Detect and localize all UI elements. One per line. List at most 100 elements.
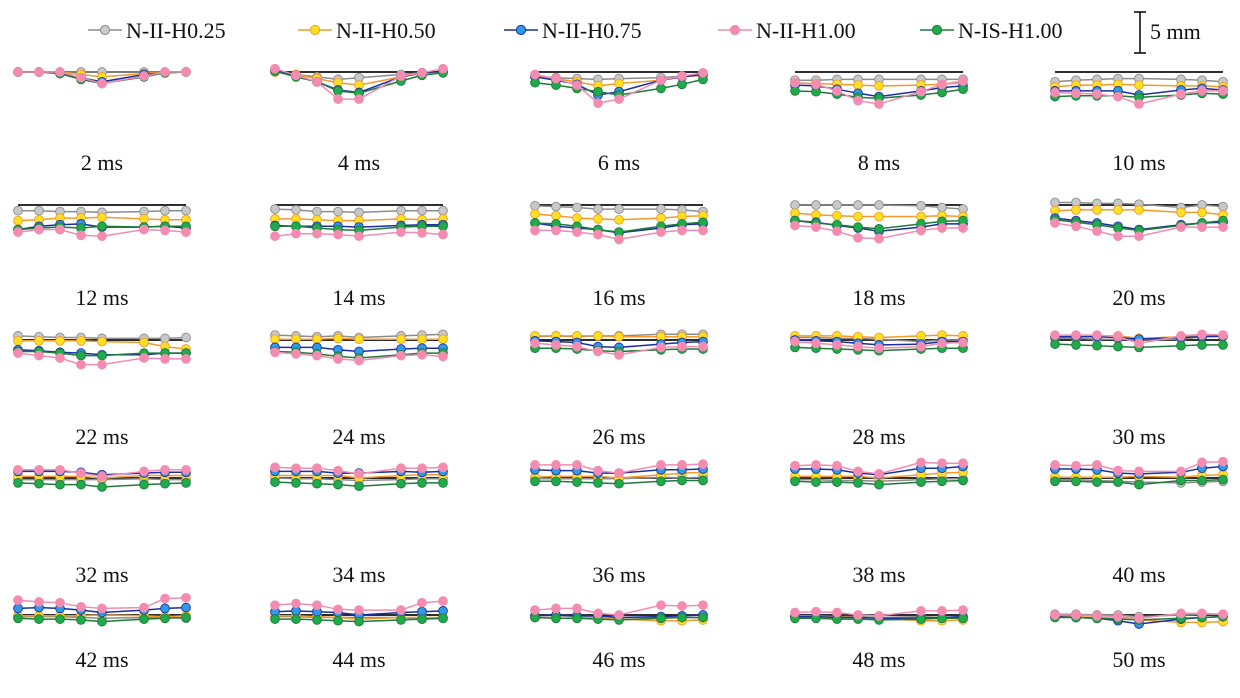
data-point-s4 xyxy=(97,471,107,482)
data-point-s4 xyxy=(1176,222,1186,232)
data-point-s4 xyxy=(853,232,863,243)
data-point-s4 xyxy=(1092,89,1102,99)
data-point-s4 xyxy=(551,340,561,350)
data-point-s4 xyxy=(1218,330,1228,340)
data-point-s2 xyxy=(530,209,540,219)
data-point-s4 xyxy=(656,460,666,470)
data-point-s4 xyxy=(291,463,301,474)
data-point-s4 xyxy=(677,601,687,611)
data-point-s4 xyxy=(1218,222,1228,232)
data-point-s4 xyxy=(417,597,427,608)
data-point-s4 xyxy=(1134,231,1144,242)
data-point-s4 xyxy=(417,228,427,238)
data-point-s4 xyxy=(396,605,406,615)
data-point-s5 xyxy=(139,479,149,490)
data-point-s1 xyxy=(874,200,884,210)
data-point-s1 xyxy=(790,200,800,210)
data-point-s2 xyxy=(13,335,23,346)
data-point-s4 xyxy=(551,73,561,84)
data-point-s4 xyxy=(1092,330,1102,340)
data-point-s4 xyxy=(34,67,44,77)
data-point-s4 xyxy=(614,349,624,360)
data-point-s4 xyxy=(853,466,863,477)
data-point-s4 xyxy=(790,77,800,88)
data-point-s4 xyxy=(97,359,107,370)
data-point-s1 xyxy=(34,205,44,216)
data-point-s4 xyxy=(874,233,884,244)
data-point-s5 xyxy=(937,476,947,487)
data-point-s5 xyxy=(1071,340,1081,350)
data-point-s2 xyxy=(438,334,448,345)
legend-label: N-II-H0.25 xyxy=(126,18,226,43)
data-point-s5 xyxy=(874,223,884,234)
data-point-s5 xyxy=(1134,479,1144,490)
data-point-s5 xyxy=(13,478,23,488)
data-point-s5 xyxy=(181,612,191,623)
data-point-s4 xyxy=(181,354,191,364)
legend-entry-s1: N-II-H0.25 xyxy=(88,18,226,43)
data-point-s5 xyxy=(97,350,107,361)
data-point-s4 xyxy=(333,94,343,104)
data-point-s4 xyxy=(811,606,821,617)
data-point-s5 xyxy=(811,477,821,487)
data-point-s1 xyxy=(811,200,821,210)
data-point-s2 xyxy=(614,331,624,342)
data-point-s1 xyxy=(656,204,666,214)
data-point-s4 xyxy=(1092,460,1102,470)
data-point-s4 xyxy=(677,71,687,81)
data-point-s2 xyxy=(916,331,926,341)
panel-24ms: 24 ms xyxy=(270,329,448,449)
legend: N-II-H0.25 N-II-H0.50 N-II-H0.75 N-II-H1.00… xyxy=(88,18,1063,43)
data-point-s4 xyxy=(790,220,800,231)
panel-time-label: 18 ms xyxy=(852,285,905,310)
data-point-s2 xyxy=(333,333,343,344)
data-point-s2 xyxy=(832,210,842,221)
data-point-s2 xyxy=(1197,207,1207,218)
data-point-s1 xyxy=(853,200,863,210)
data-point-s5 xyxy=(1218,340,1228,350)
data-point-s2 xyxy=(551,210,561,221)
data-point-s5 xyxy=(34,478,44,489)
data-point-s4 xyxy=(811,222,821,232)
data-point-s5 xyxy=(1113,223,1123,233)
panel-time-label: 42 ms xyxy=(75,647,128,672)
data-point-s5 xyxy=(97,221,107,232)
panel-34ms: 34 ms xyxy=(270,462,448,587)
data-point-s5 xyxy=(1050,339,1060,349)
data-point-s5 xyxy=(790,476,800,487)
data-point-s5 xyxy=(853,222,863,232)
data-point-s2 xyxy=(312,334,322,345)
data-point-s4 xyxy=(1197,329,1207,340)
data-point-s2 xyxy=(396,334,406,345)
data-point-s5 xyxy=(139,614,149,624)
data-point-s5 xyxy=(790,86,800,96)
data-point-s5 xyxy=(677,475,687,486)
panel-22ms: 22 ms xyxy=(13,331,191,449)
panel-time-label: 6 ms xyxy=(598,150,640,175)
data-point-s5 xyxy=(1113,477,1123,487)
data-point-s5 xyxy=(958,613,968,624)
data-point-s1 xyxy=(181,332,191,343)
data-point-s4 xyxy=(396,463,406,474)
data-point-s4 xyxy=(270,347,280,358)
data-point-s4 xyxy=(1050,330,1060,340)
data-point-s4 xyxy=(1113,331,1123,342)
data-point-s4 xyxy=(572,603,582,614)
data-point-s5 xyxy=(1176,475,1186,486)
data-point-s4 xyxy=(874,99,884,109)
data-point-s4 xyxy=(139,353,149,363)
panel-20ms: 20 ms xyxy=(1050,197,1228,310)
panel-time-label: 2 ms xyxy=(81,150,123,175)
panel-time-label: 40 ms xyxy=(1112,562,1165,587)
data-point-s4 xyxy=(916,606,926,616)
data-point-s5 xyxy=(656,83,666,94)
panel-36ms: 36 ms xyxy=(530,459,708,587)
data-point-s5 xyxy=(1176,340,1186,351)
panel-28ms: 28 ms xyxy=(790,330,968,449)
data-point-s4 xyxy=(160,593,170,604)
data-point-s4 xyxy=(270,462,280,473)
data-point-s4 xyxy=(270,63,280,74)
panel-time-label: 8 ms xyxy=(858,150,900,175)
panel-12ms: 12 ms xyxy=(13,204,191,310)
data-point-s4 xyxy=(572,460,582,470)
